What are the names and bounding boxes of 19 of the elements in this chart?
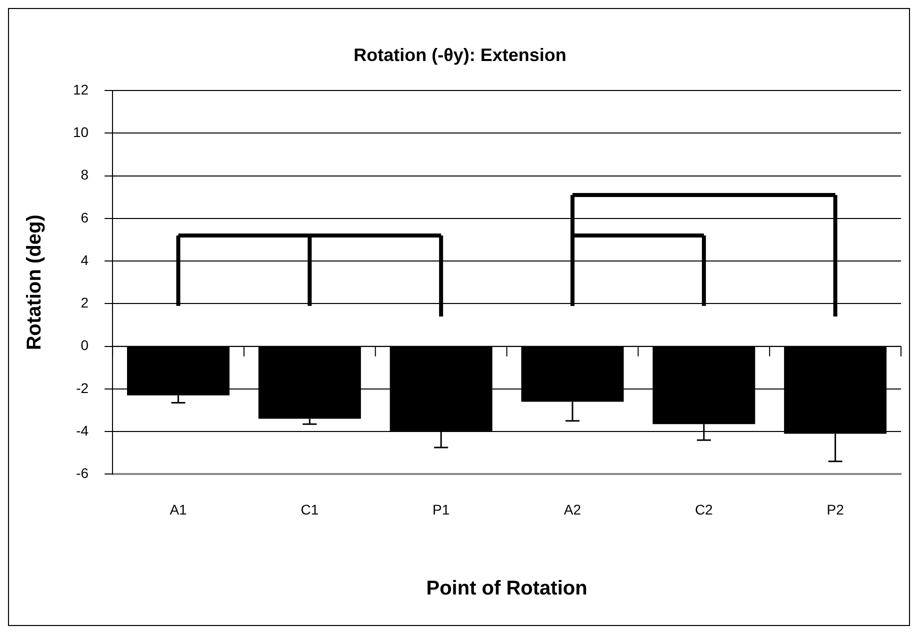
y-tick-label: 12 — [72, 81, 89, 98]
x-tick-label: P1 — [432, 501, 450, 518]
x-tick-label: C1 — [300, 501, 319, 518]
x-tick-label: A2 — [564, 501, 582, 518]
y-tick-label: 10 — [72, 124, 89, 140]
x-tick-label: C2 — [694, 501, 714, 518]
y-tick-label: -4 — [76, 422, 89, 438]
x-tick-label: P2 — [826, 501, 844, 518]
x-axis-title: Point of Rotation — [426, 578, 588, 600]
y-tick-label: 6 — [80, 209, 89, 226]
y-tick-label: -2 — [76, 380, 89, 396]
y-axis-title: Rotation (deg) — [24, 214, 46, 350]
y-tick-label: 0 — [80, 337, 89, 354]
y-tick-label: 8 — [80, 166, 89, 183]
y-tick-label: -6 — [76, 465, 89, 482]
x-tick-label: A1 — [170, 501, 188, 518]
y-tick-label: 2 — [80, 294, 89, 311]
chart-title: Rotation (-θy): Extension — [354, 44, 566, 65]
y-tick-label: 4 — [80, 252, 89, 268]
